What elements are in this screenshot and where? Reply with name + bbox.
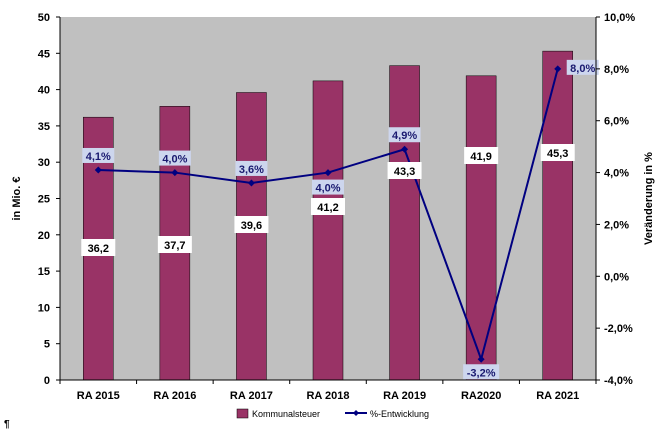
bar-label-box bbox=[464, 147, 499, 164]
line-point bbox=[171, 169, 179, 177]
y-tick-label: 50 bbox=[38, 12, 50, 24]
y-tick-label: 0 bbox=[44, 375, 50, 387]
y2-axis-title: Veränderung in % bbox=[643, 152, 655, 245]
bar-label-box bbox=[387, 162, 422, 179]
percent-value-label: 4,0% bbox=[162, 154, 187, 166]
bar-value-label: 39,6 bbox=[241, 220, 262, 232]
stray-mark: ¶ bbox=[4, 419, 10, 430]
line-point bbox=[401, 145, 409, 153]
y2-tick-label: 2,0% bbox=[604, 219, 629, 231]
percent-label-box bbox=[312, 179, 344, 195]
percent-value-label: -3,2% bbox=[467, 367, 496, 379]
bar-value-label: 45,3 bbox=[547, 148, 568, 160]
y-tick-label: 25 bbox=[38, 194, 50, 206]
x-tick-label: RA2020 bbox=[461, 390, 501, 402]
y2-tick-label: -4,0% bbox=[604, 375, 633, 387]
percent-value-label: 3,6% bbox=[239, 164, 264, 176]
percent-label-box bbox=[566, 59, 599, 75]
x-tick-label: RA 2019 bbox=[383, 390, 426, 402]
x-tick-label: RA 2017 bbox=[230, 390, 273, 402]
y2-tick-label: 4,0% bbox=[604, 168, 629, 180]
percent-label-box bbox=[463, 364, 500, 380]
percent-label-box bbox=[235, 160, 268, 176]
line-point bbox=[477, 355, 485, 363]
y-tick-label: 30 bbox=[38, 157, 50, 169]
percent-value-label: 4,9% bbox=[392, 130, 417, 142]
bar bbox=[465, 75, 497, 381]
bar-label-box bbox=[540, 144, 575, 161]
bar-label-box bbox=[234, 216, 269, 233]
bar-value-label: 36,2 bbox=[88, 243, 109, 255]
legend-bar-label: Kommunalsteuer bbox=[252, 409, 320, 419]
x-tick-label: RA 2018 bbox=[306, 390, 349, 402]
y-axis-title: in Mio. € bbox=[11, 177, 23, 221]
percent-label-box bbox=[158, 150, 191, 166]
y-tick-label: 15 bbox=[38, 266, 50, 278]
percent-value-labels: 4,1% 4,0% 3,6% 4,0% 4,9% -3,2% 8,0% bbox=[82, 59, 599, 380]
line-point bbox=[324, 169, 332, 177]
bar-value-label: 41,2 bbox=[317, 202, 338, 214]
bar-label-box bbox=[157, 236, 192, 253]
bar-label-box bbox=[81, 239, 116, 256]
legend-line-marker bbox=[353, 410, 359, 416]
percent-label-box bbox=[388, 127, 421, 143]
legend: Kommunalsteuer %-Entwicklung bbox=[236, 408, 429, 419]
y2-tick-label: 0,0% bbox=[604, 271, 629, 283]
bar bbox=[236, 92, 267, 381]
y2-axis-ticks: -4,0% -2,0% 0,0% 2,0% 4,0% 6,0% 8,0% 10,0% bbox=[596, 12, 635, 387]
bar bbox=[312, 80, 344, 381]
bar-value-labels: 36,2 37,7 39,6 41,2 43,3 41,9 45,3 bbox=[81, 144, 575, 256]
y2-tick-label: 6,0% bbox=[604, 116, 629, 128]
y-tick-label: 5 bbox=[44, 339, 50, 351]
bar bbox=[389, 65, 420, 381]
bar bbox=[542, 50, 573, 381]
percent-value-label: 4,1% bbox=[86, 151, 111, 163]
bar-value-label: 41,9 bbox=[470, 151, 491, 163]
x-axis-ticks: RA 2015 RA 2016 RA 2017 RA 2018 RA 2019 RA202… bbox=[59, 380, 597, 402]
y-axis-ticks: 0 5 10 15 20 25 30 35 40 45 50 bbox=[38, 12, 60, 387]
line-point bbox=[94, 166, 102, 174]
y2-tick-label: 10,0% bbox=[604, 12, 635, 24]
percent-label-box bbox=[82, 147, 115, 163]
percent-value-label: 8,0% bbox=[570, 63, 595, 75]
x-tick-label: RA 2015 bbox=[77, 390, 120, 402]
bar-value-label: 43,3 bbox=[394, 166, 415, 178]
legend-bar-swatch bbox=[236, 408, 249, 419]
line-series bbox=[94, 65, 562, 363]
y2-tick-label: 8,0% bbox=[604, 64, 629, 76]
x-tick-label: RA 2021 bbox=[536, 390, 579, 402]
bar-label-box bbox=[311, 198, 345, 215]
bar-value-label: 37,7 bbox=[164, 240, 185, 252]
x-tick-label: RA 2016 bbox=[153, 390, 196, 402]
y-tick-label: 35 bbox=[38, 121, 50, 133]
y-tick-label: 45 bbox=[38, 48, 50, 60]
y-tick-label: 40 bbox=[38, 85, 50, 97]
percent-value-label: 4,0% bbox=[315, 183, 340, 195]
line-point bbox=[554, 65, 562, 73]
legend-line-label: %-Entwicklung bbox=[370, 409, 429, 419]
y-tick-label: 10 bbox=[38, 302, 50, 314]
y-tick-label: 20 bbox=[38, 230, 50, 242]
line-point bbox=[247, 179, 255, 187]
y2-tick-label: -2,0% bbox=[604, 323, 633, 335]
